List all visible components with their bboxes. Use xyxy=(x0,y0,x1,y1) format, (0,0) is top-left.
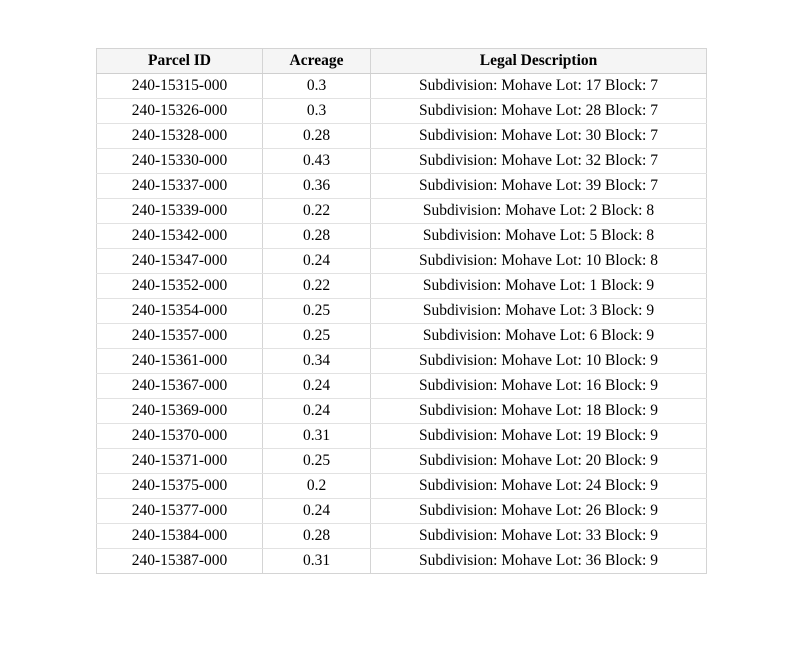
acreage-cell: 0.24 xyxy=(262,498,371,524)
table-row: 240-15371-000 0.25 Subdivision: Mohave L… xyxy=(96,448,707,474)
acreage-cell: 0.24 xyxy=(262,398,371,424)
acreage-cell: 0.24 xyxy=(262,248,371,274)
table-row: 240-15375-000 0.2 Subdivision: Mohave Lo… xyxy=(96,473,707,499)
legal-description-cell: Subdivision: Mohave Lot: 17 Block: 7 xyxy=(370,73,707,99)
parcel-id-cell: 240-15371-000 xyxy=(96,448,263,474)
legal-description-cell: Subdivision: Mohave Lot: 39 Block: 7 xyxy=(370,173,707,199)
table-row: 240-15384-000 0.28 Subdivision: Mohave L… xyxy=(96,523,707,549)
legal-description-cell: Subdivision: Mohave Lot: 24 Block: 9 xyxy=(370,473,707,499)
legal-description-cell: Subdivision: Mohave Lot: 5 Block: 8 xyxy=(370,223,707,249)
acreage-cell: 0.3 xyxy=(262,98,371,124)
parcel-id-cell: 240-15326-000 xyxy=(96,98,263,124)
table-row: 240-15377-000 0.24 Subdivision: Mohave L… xyxy=(96,498,707,524)
legal-description-cell: Subdivision: Mohave Lot: 32 Block: 7 xyxy=(370,148,707,174)
acreage-cell: 0.28 xyxy=(262,523,371,549)
acreage-cell: 0.34 xyxy=(262,348,371,374)
table-row: 240-15367-000 0.24 Subdivision: Mohave L… xyxy=(96,373,707,399)
table-row: 240-15330-000 0.43 Subdivision: Mohave L… xyxy=(96,148,707,174)
parcel-id-cell: 240-15352-000 xyxy=(96,273,263,299)
legal-description-cell: Subdivision: Mohave Lot: 18 Block: 9 xyxy=(370,398,707,424)
table-row: 240-15387-000 0.31 Subdivision: Mohave L… xyxy=(96,548,707,574)
acreage-cell: 0.22 xyxy=(262,273,371,299)
parcel-id-cell: 240-15367-000 xyxy=(96,373,263,399)
parcel-id-cell: 240-15357-000 xyxy=(96,323,263,349)
legal-description-cell: Subdivision: Mohave Lot: 16 Block: 9 xyxy=(370,373,707,399)
table-row: 240-15370-000 0.31 Subdivision: Mohave L… xyxy=(96,423,707,449)
legal-description-cell: Subdivision: Mohave Lot: 3 Block: 9 xyxy=(370,298,707,324)
column-header-acreage: Acreage xyxy=(262,48,371,74)
legal-description-cell: Subdivision: Mohave Lot: 36 Block: 9 xyxy=(370,548,707,574)
acreage-cell: 0.31 xyxy=(262,423,371,449)
parcel-id-cell: 240-15342-000 xyxy=(96,223,263,249)
acreage-cell: 0.25 xyxy=(262,298,371,324)
acreage-cell: 0.43 xyxy=(262,148,371,174)
table-row: 240-15342-000 0.28 Subdivision: Mohave L… xyxy=(96,223,707,249)
table-row: 240-15361-000 0.34 Subdivision: Mohave L… xyxy=(96,348,707,374)
acreage-cell: 0.24 xyxy=(262,373,371,399)
acreage-cell: 0.36 xyxy=(262,173,371,199)
legal-description-cell: Subdivision: Mohave Lot: 26 Block: 9 xyxy=(370,498,707,524)
parcel-id-cell: 240-15330-000 xyxy=(96,148,263,174)
acreage-cell: 0.2 xyxy=(262,473,371,499)
parcel-id-cell: 240-15361-000 xyxy=(96,348,263,374)
legal-description-cell: Subdivision: Mohave Lot: 6 Block: 9 xyxy=(370,323,707,349)
acreage-cell: 0.3 xyxy=(262,73,371,99)
header-row: Parcel ID Acreage Legal Description xyxy=(96,48,707,74)
table-body: 240-15315-000 0.3 Subdivision: Mohave Lo… xyxy=(96,73,707,574)
column-header-legal-description: Legal Description xyxy=(370,48,707,74)
parcel-table: Parcel ID Acreage Legal Description 240-… xyxy=(96,48,707,574)
table-header: Parcel ID Acreage Legal Description xyxy=(96,48,707,74)
legal-description-cell: Subdivision: Mohave Lot: 10 Block: 9 xyxy=(370,348,707,374)
parcel-id-cell: 240-15370-000 xyxy=(96,423,263,449)
legal-description-cell: Subdivision: Mohave Lot: 30 Block: 7 xyxy=(370,123,707,149)
table-row: 240-15369-000 0.24 Subdivision: Mohave L… xyxy=(96,398,707,424)
table-row: 240-15354-000 0.25 Subdivision: Mohave L… xyxy=(96,298,707,324)
legal-description-cell: Subdivision: Mohave Lot: 19 Block: 9 xyxy=(370,423,707,449)
legal-description-cell: Subdivision: Mohave Lot: 1 Block: 9 xyxy=(370,273,707,299)
table-row: 240-15326-000 0.3 Subdivision: Mohave Lo… xyxy=(96,98,707,124)
parcel-id-cell: 240-15369-000 xyxy=(96,398,263,424)
column-header-parcel-id: Parcel ID xyxy=(96,48,263,74)
parcel-id-cell: 240-15377-000 xyxy=(96,498,263,524)
table-row: 240-15347-000 0.24 Subdivision: Mohave L… xyxy=(96,248,707,274)
table-row: 240-15352-000 0.22 Subdivision: Mohave L… xyxy=(96,273,707,299)
table-row: 240-15339-000 0.22 Subdivision: Mohave L… xyxy=(96,198,707,224)
acreage-cell: 0.28 xyxy=(262,123,371,149)
table-row: 240-15337-000 0.36 Subdivision: Mohave L… xyxy=(96,173,707,199)
parcel-id-cell: 240-15337-000 xyxy=(96,173,263,199)
parcel-id-cell: 240-15328-000 xyxy=(96,123,263,149)
parcel-id-cell: 240-15315-000 xyxy=(96,73,263,99)
table-row: 240-15315-000 0.3 Subdivision: Mohave Lo… xyxy=(96,73,707,99)
acreage-cell: 0.31 xyxy=(262,548,371,574)
legal-description-cell: Subdivision: Mohave Lot: 10 Block: 8 xyxy=(370,248,707,274)
parcel-id-cell: 240-15347-000 xyxy=(96,248,263,274)
acreage-cell: 0.22 xyxy=(262,198,371,224)
table-row: 240-15328-000 0.28 Subdivision: Mohave L… xyxy=(96,123,707,149)
legal-description-cell: Subdivision: Mohave Lot: 33 Block: 9 xyxy=(370,523,707,549)
parcel-id-cell: 240-15375-000 xyxy=(96,473,263,499)
acreage-cell: 0.25 xyxy=(262,323,371,349)
acreage-cell: 0.28 xyxy=(262,223,371,249)
legal-description-cell: Subdivision: Mohave Lot: 28 Block: 7 xyxy=(370,98,707,124)
parcel-id-cell: 240-15354-000 xyxy=(96,298,263,324)
parcel-id-cell: 240-15339-000 xyxy=(96,198,263,224)
table-row: 240-15357-000 0.25 Subdivision: Mohave L… xyxy=(96,323,707,349)
parcel-id-cell: 240-15387-000 xyxy=(96,548,263,574)
acreage-cell: 0.25 xyxy=(262,448,371,474)
legal-description-cell: Subdivision: Mohave Lot: 2 Block: 8 xyxy=(370,198,707,224)
legal-description-cell: Subdivision: Mohave Lot: 20 Block: 9 xyxy=(370,448,707,474)
parcel-id-cell: 240-15384-000 xyxy=(96,523,263,549)
